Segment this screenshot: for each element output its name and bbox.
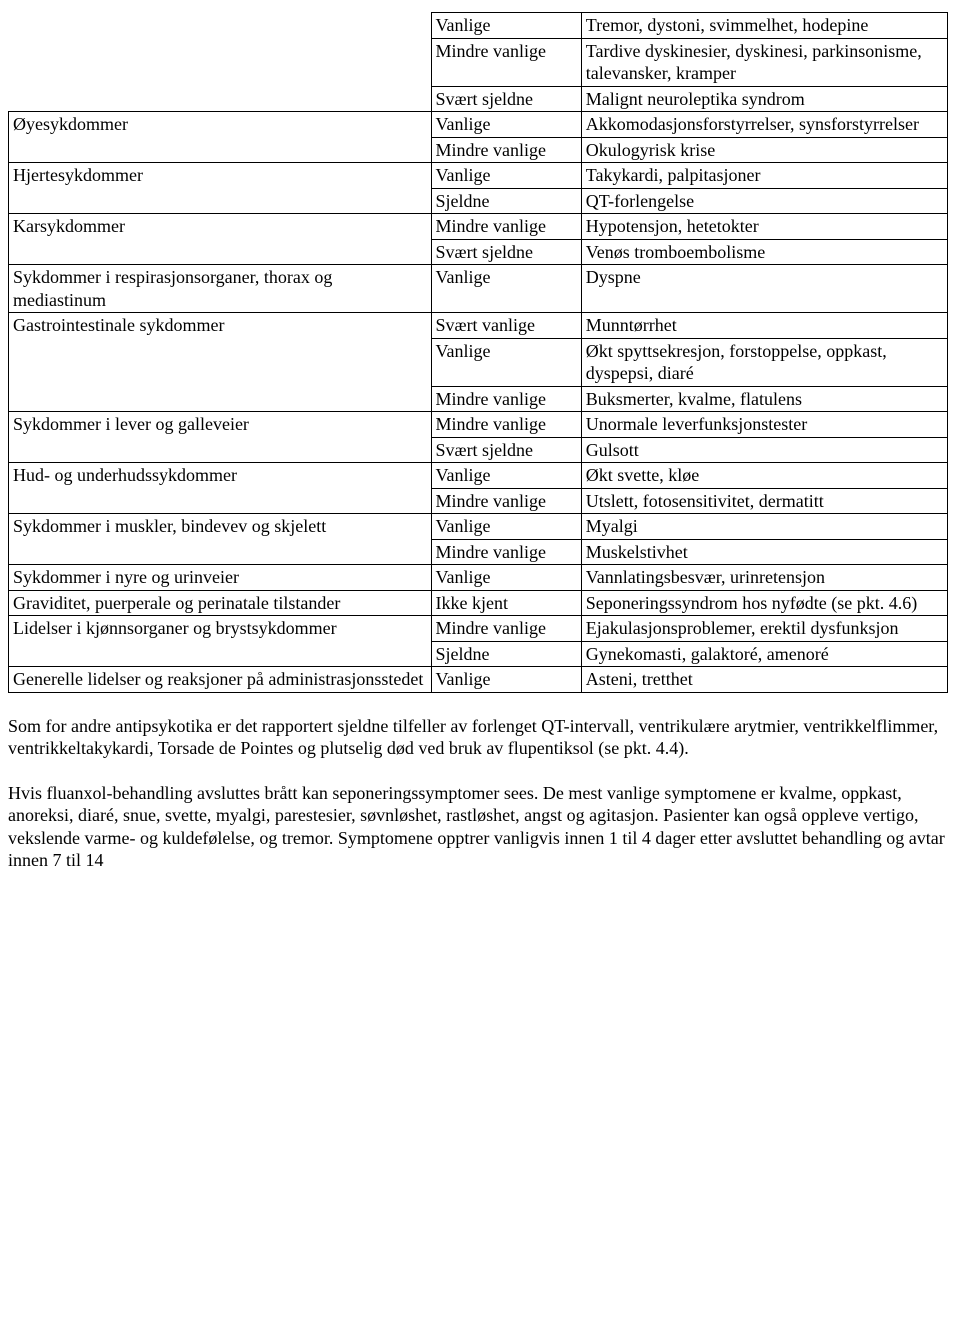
soc-cell: Øyesykdommer bbox=[9, 112, 432, 163]
table-row: Sykdommer i nyre og urinveierVanligeVann… bbox=[9, 565, 948, 591]
frequency-cell: Mindre vanlige bbox=[431, 616, 581, 642]
soc-cell: Karsykdommer bbox=[9, 214, 432, 265]
table-row: Hud- og underhudssykdommerVanligeØkt sve… bbox=[9, 463, 948, 489]
reaction-cell: Unormale leverfunksjonstester bbox=[581, 412, 947, 438]
reaction-cell: Seponeringssyndrom hos nyfødte (se pkt. … bbox=[581, 590, 947, 616]
frequency-cell: Mindre vanlige bbox=[431, 539, 581, 565]
frequency-cell: Vanlige bbox=[431, 463, 581, 489]
reaction-cell: Hypotensjon, hetetokter bbox=[581, 214, 947, 240]
frequency-cell: Mindre vanlige bbox=[431, 38, 581, 86]
table-row: Sykdommer i respirasjonsorganer, thorax … bbox=[9, 265, 948, 313]
frequency-cell: Vanlige bbox=[431, 265, 581, 313]
reaction-cell: QT-forlengelse bbox=[581, 188, 947, 214]
reaction-cell: Akkomodasjonsforstyrrelser, synsforstyrr… bbox=[581, 112, 947, 138]
reaction-cell: Tardive dyskinesier, dyskinesi, parkinso… bbox=[581, 38, 947, 86]
frequency-cell: Svært sjeldne bbox=[431, 239, 581, 265]
reaction-cell: Økt spyttsekresjon, forstoppelse, oppkas… bbox=[581, 338, 947, 386]
frequency-cell: Mindre vanlige bbox=[431, 412, 581, 438]
frequency-cell: Mindre vanlige bbox=[431, 488, 581, 514]
soc-cell: Gastrointestinale sykdommer bbox=[9, 313, 432, 412]
soc-cell: Hjertesykdommer bbox=[9, 163, 432, 214]
reaction-cell: Muskelstivhet bbox=[581, 539, 947, 565]
table-row: KarsykdommerMindre vanligeHypotensjon, h… bbox=[9, 214, 948, 240]
soc-cell: Generelle lidelser og reaksjoner på admi… bbox=[9, 667, 432, 693]
reaction-cell: Asteni, tretthet bbox=[581, 667, 947, 693]
frequency-cell: Mindre vanlige bbox=[431, 137, 581, 163]
reaction-cell: Gynekomasti, galaktoré, amenoré bbox=[581, 641, 947, 667]
reaction-cell: Tremor, dystoni, svimmelhet, hodepine bbox=[581, 13, 947, 39]
table-row: Sykdommer i lever og galleveierMindre va… bbox=[9, 412, 948, 438]
table-row: Lidelser i kjønnsorganer og brystsykdomm… bbox=[9, 616, 948, 642]
reaction-cell: Dyspne bbox=[581, 265, 947, 313]
table-row: Graviditet, puerperale og perinatale til… bbox=[9, 590, 948, 616]
frequency-cell: Sjeldne bbox=[431, 188, 581, 214]
reaction-cell: Buksmerter, kvalme, flatulens bbox=[581, 386, 947, 412]
soc-cell: Graviditet, puerperale og perinatale til… bbox=[9, 590, 432, 616]
soc-cell-empty bbox=[9, 38, 432, 86]
reaction-cell: Økt svette, kløe bbox=[581, 463, 947, 489]
table-row: Svært sjeldneMalignt neuroleptika syndro… bbox=[9, 86, 948, 112]
table-row: Mindre vanligeTardive dyskinesier, dyski… bbox=[9, 38, 948, 86]
table-row: Gastrointestinale sykdommerSvært vanlige… bbox=[9, 313, 948, 339]
soc-cell: Sykdommer i nyre og urinveier bbox=[9, 565, 432, 591]
adverse-reactions-table: VanligeTremor, dystoni, svimmelhet, hode… bbox=[8, 12, 948, 693]
table-row: Sykdommer i muskler, bindevev og skjelet… bbox=[9, 514, 948, 540]
soc-cell-empty bbox=[9, 86, 432, 112]
frequency-cell: Ikke kjent bbox=[431, 590, 581, 616]
soc-cell-empty bbox=[9, 13, 432, 39]
reaction-cell: Ejakulasjonsproblemer, erektil dysfunksj… bbox=[581, 616, 947, 642]
table-row: HjertesykdommerVanligeTakykardi, palpita… bbox=[9, 163, 948, 189]
reaction-cell: Myalgi bbox=[581, 514, 947, 540]
table-row: ØyesykdommerVanligeAkkomodasjonsforstyrr… bbox=[9, 112, 948, 138]
frequency-cell: Vanlige bbox=[431, 338, 581, 386]
frequency-cell: Vanlige bbox=[431, 112, 581, 138]
reaction-cell: Utslett, fotosensitivitet, dermatitt bbox=[581, 488, 947, 514]
frequency-cell: Sjeldne bbox=[431, 641, 581, 667]
soc-cell: Hud- og underhudssykdommer bbox=[9, 463, 432, 514]
frequency-cell: Svært sjeldne bbox=[431, 437, 581, 463]
frequency-cell: Vanlige bbox=[431, 514, 581, 540]
reaction-cell: Gulsott bbox=[581, 437, 947, 463]
paragraph-withdrawal: Hvis fluanxol-behandling avsluttes brått… bbox=[8, 782, 948, 872]
reaction-cell: Malignt neuroleptika syndrom bbox=[581, 86, 947, 112]
frequency-cell: Vanlige bbox=[431, 163, 581, 189]
reaction-cell: Vannlatingsbesvær, urinretensjon bbox=[581, 565, 947, 591]
frequency-cell: Vanlige bbox=[431, 565, 581, 591]
reaction-cell: Okulogyrisk krise bbox=[581, 137, 947, 163]
frequency-cell: Mindre vanlige bbox=[431, 386, 581, 412]
soc-cell: Sykdommer i respirasjonsorganer, thorax … bbox=[9, 265, 432, 313]
table-row: Generelle lidelser og reaksjoner på admi… bbox=[9, 667, 948, 693]
frequency-cell: Svært sjeldne bbox=[431, 86, 581, 112]
paragraph-qt: Som for andre antipsykotika er det rappo… bbox=[8, 715, 948, 760]
reaction-cell: Venøs tromboembolisme bbox=[581, 239, 947, 265]
frequency-cell: Mindre vanlige bbox=[431, 214, 581, 240]
frequency-cell: Vanlige bbox=[431, 13, 581, 39]
frequency-cell: Vanlige bbox=[431, 667, 581, 693]
soc-cell: Sykdommer i lever og galleveier bbox=[9, 412, 432, 463]
soc-cell: Sykdommer i muskler, bindevev og skjelet… bbox=[9, 514, 432, 565]
soc-cell: Lidelser i kjønnsorganer og brystsykdomm… bbox=[9, 616, 432, 667]
frequency-cell: Svært vanlige bbox=[431, 313, 581, 339]
reaction-cell: Takykardi, palpitasjoner bbox=[581, 163, 947, 189]
table-row: VanligeTremor, dystoni, svimmelhet, hode… bbox=[9, 13, 948, 39]
reaction-cell: Munntørrhet bbox=[581, 313, 947, 339]
